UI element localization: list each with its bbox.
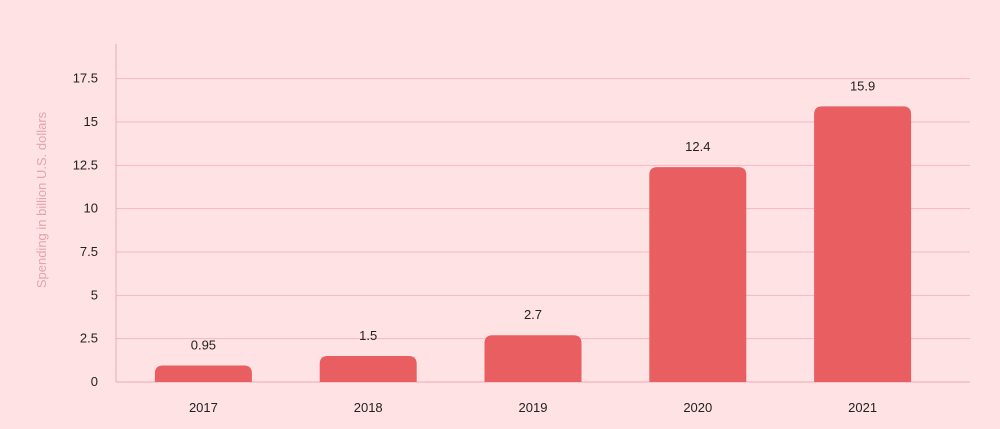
bar-2018 [319,356,417,382]
bars [154,106,912,383]
y-tick-label: 17.5 [73,71,98,86]
y-tick-label: 5 [91,287,98,302]
x-tick-label-2020: 2020 [683,400,712,415]
x-tick-label-2017: 2017 [189,400,218,415]
data-label-2021: 15.9 [850,78,875,93]
bar-2021 [814,106,912,383]
bar-2017 [154,365,252,382]
y-tick-label: 10 [84,201,98,216]
x-tick-label-2019: 2019 [519,400,548,415]
x-tick-label-2021: 2021 [848,400,877,415]
y-tick-label: 2.5 [80,331,98,346]
data-label-2017: 0.95 [191,338,216,353]
bar-2020 [649,167,747,382]
x-tick-label-2018: 2018 [354,400,383,415]
y-tick-labels: 0 2.5 5 7.5 10 12.5 15 17.5 [73,71,98,389]
data-label-2020: 12.4 [685,139,710,154]
bar-2019 [484,335,582,382]
y-tick-label: 12.5 [73,157,98,172]
data-label-2019: 2.7 [524,307,542,322]
data-labels: 0.95 1.5 2.7 12.4 15.9 [191,78,876,352]
y-tick-label: 0 [91,374,98,389]
gridlines [116,78,970,340]
y-tick-label: 15 [84,114,98,129]
x-tick-labels: 2017 2018 2019 2020 2021 [189,400,877,415]
y-tick-label: 7.5 [80,244,98,259]
y-axis-label: Spending in billion U.S. dollars [34,111,49,288]
data-label-2018: 1.5 [359,328,377,343]
